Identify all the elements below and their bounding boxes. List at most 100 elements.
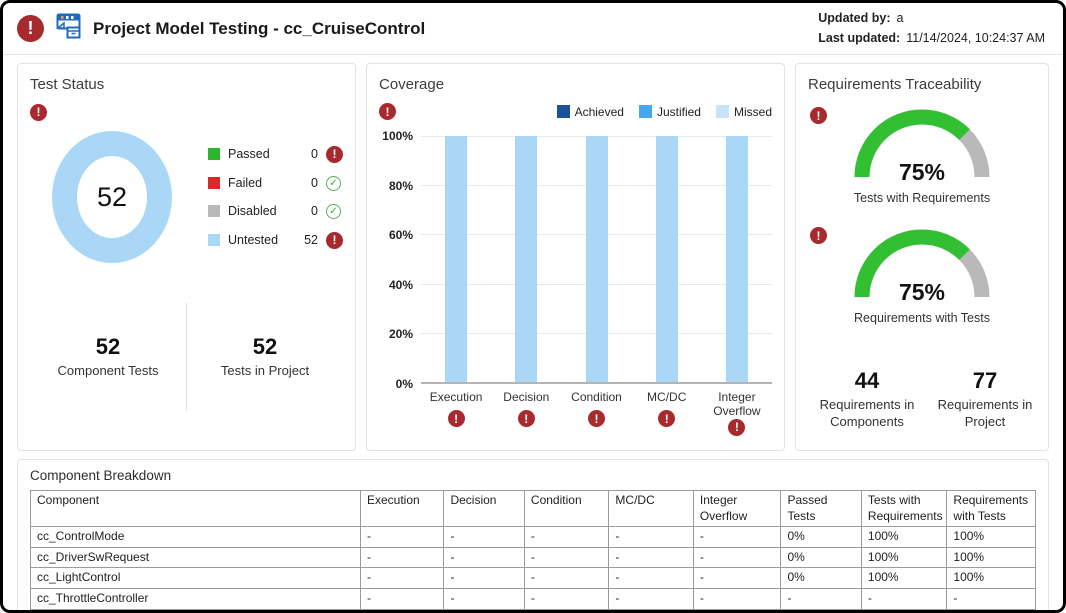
cell: 100% (946, 546, 1036, 569)
plot-area (421, 136, 772, 384)
legend-item-justified[interactable]: Justified (638, 105, 701, 119)
cell: - (359, 587, 445, 610)
legend-item-missed[interactable]: Missed (715, 105, 772, 119)
updated-by-value: a (896, 11, 904, 26)
legend-item-passed[interactable]: Passed 0 ! (208, 145, 343, 163)
header: ! Project Model Testing - cc_CruiseContr… (3, 3, 1063, 55)
passed-swatch (208, 148, 220, 160)
cell: - (780, 587, 862, 610)
test-status-legend: Passed 0 ! Failed 0 ✓ Disabled 0 ✓ (208, 145, 343, 249)
legend-item-untested[interactable]: Untested 52 ! (208, 231, 343, 249)
stat-value: 44 (854, 368, 880, 394)
cell: 100% (860, 546, 948, 569)
legend-label: Untested (228, 233, 279, 247)
cell: - (359, 567, 445, 589)
bar-decision[interactable] (515, 136, 538, 382)
table-row[interactable]: cc_ThrottleController - - - - - - - - (30, 587, 1036, 610)
legend-item-failed[interactable]: Failed 0 ✓ (208, 175, 343, 191)
alert-icon: ! (810, 107, 827, 124)
x-tick: Execution (429, 390, 483, 404)
legend-value: 52 (304, 233, 318, 247)
tests-with-requirements-gauge[interactable]: ! 75% Tests with Requirements (808, 101, 1036, 205)
coverage-title: Coverage (379, 76, 445, 93)
legend-label: Achieved (574, 104, 624, 119)
bar-execution[interactable] (445, 136, 468, 382)
cell: cc_LightControl (30, 567, 361, 589)
stat-value: 52 (95, 334, 121, 360)
gauge-arc (854, 109, 990, 178)
requirements-title: Requirements Traceability (808, 76, 982, 93)
alert-icon: ! (326, 231, 343, 249)
coverage-legend: Achieved Justified Missed (556, 104, 772, 119)
cell: 100% (860, 567, 948, 589)
cell: - (860, 587, 948, 610)
x-tick: Integer Overflow (713, 390, 761, 419)
bar-integer-overflow[interactable] (725, 136, 748, 382)
cell: - (692, 546, 782, 569)
model-testing-icon (54, 12, 84, 45)
last-updated-value: 11/14/2024, 10:24:37 AM (906, 30, 1045, 45)
y-axis: 100% 80% 60% 40% 20% 0% (379, 129, 421, 391)
table-row[interactable]: cc_DriverSwRequest - - - - - 0% 100% 100… (30, 546, 1036, 569)
table-row[interactable]: cc_ControlMode - - - - - 0% 100% 100% (30, 526, 1036, 548)
requirements-in-project-stat[interactable]: 77 Requirements in Project (926, 349, 1044, 449)
alert-icon: ! (379, 103, 396, 120)
cell: - (443, 587, 525, 610)
x-tick: Decision (503, 390, 550, 404)
col-condition: Condition (523, 489, 610, 528)
requirements-in-components-stat[interactable]: 44 Requirements in Components (808, 349, 926, 449)
test-status-donut-chart[interactable]: 52 (52, 131, 172, 263)
y-tick: 80% (388, 178, 413, 193)
cell: 100% (946, 567, 1036, 589)
cell: - (523, 526, 610, 548)
requirements-traceability-panel: Requirements Traceability ! 75% Tests wi… (795, 63, 1049, 451)
achieved-swatch (556, 105, 570, 118)
tests-in-project-stat[interactable]: 52 Tests in Project (187, 303, 343, 411)
requirements-with-tests-gauge[interactable]: ! 75% Requirements with Tests (808, 221, 1036, 325)
legend-label: Disabled (228, 204, 277, 218)
breakdown-table: Component Execution Decision Condition M… (30, 489, 1036, 610)
component-breakdown-panel: Component Breakdown Component Execution … (17, 459, 1049, 610)
failed-swatch (208, 177, 220, 189)
legend-value: 0 (311, 204, 318, 218)
table-row[interactable]: cc_LightControl - - - - - 0% 100% 100% (30, 567, 1036, 589)
legend-item-achieved[interactable]: Achieved (556, 104, 624, 119)
col-requirements-with-tests: Requirements with Tests (946, 489, 1036, 528)
legend-item-disabled[interactable]: Disabled 0 ✓ (208, 203, 343, 219)
alert-icon: ! (30, 103, 47, 121)
alert-icon: ! (17, 15, 44, 42)
requirements-stats: 44 Requirements in Components 77 Require… (808, 349, 1036, 449)
cell: - (692, 526, 782, 548)
bar-condition[interactable] (585, 136, 608, 382)
col-decision: Decision (443, 489, 525, 528)
y-tick: 40% (388, 277, 413, 292)
legend-label: Failed (228, 176, 263, 190)
cell: - (608, 587, 694, 610)
cell: - (443, 526, 525, 548)
success-check-icon: ✓ (326, 203, 341, 219)
cell: - (608, 526, 694, 548)
bar-mcdc[interactable] (655, 136, 678, 382)
last-updated-label: Last updated: (818, 30, 901, 45)
col-tests-with-requirements: Tests with Requirements (860, 489, 948, 528)
x-axis-labels: Execution! Decision! Condition! MC/DC! I… (421, 390, 772, 436)
stat-label: Component Tests (57, 363, 159, 379)
alert-icon: ! (658, 410, 676, 428)
stat-value: 52 (252, 334, 278, 360)
col-passed-tests: Passed Tests (780, 489, 862, 528)
legend-value: 0 (311, 176, 318, 190)
col-mcdc: MC/DC (608, 489, 694, 528)
cell: 0% (780, 567, 862, 589)
disabled-swatch (208, 205, 220, 217)
alert-icon: ! (447, 410, 465, 428)
coverage-bar-chart: 100% 80% 60% 40% 20% 0% (379, 129, 772, 391)
update-info: Updated by: a Last updated: 11/14/2024, … (818, 9, 1045, 48)
component-tests-stat[interactable]: 52 Component Tests (30, 303, 186, 411)
gauge-value: 75% (898, 279, 946, 305)
gauge-value: 75% (898, 159, 946, 185)
cell: - (523, 567, 610, 589)
cell: - (608, 546, 694, 569)
alert-icon: ! (728, 418, 746, 436)
alert-icon: ! (517, 410, 535, 428)
y-tick: 20% (388, 327, 413, 342)
